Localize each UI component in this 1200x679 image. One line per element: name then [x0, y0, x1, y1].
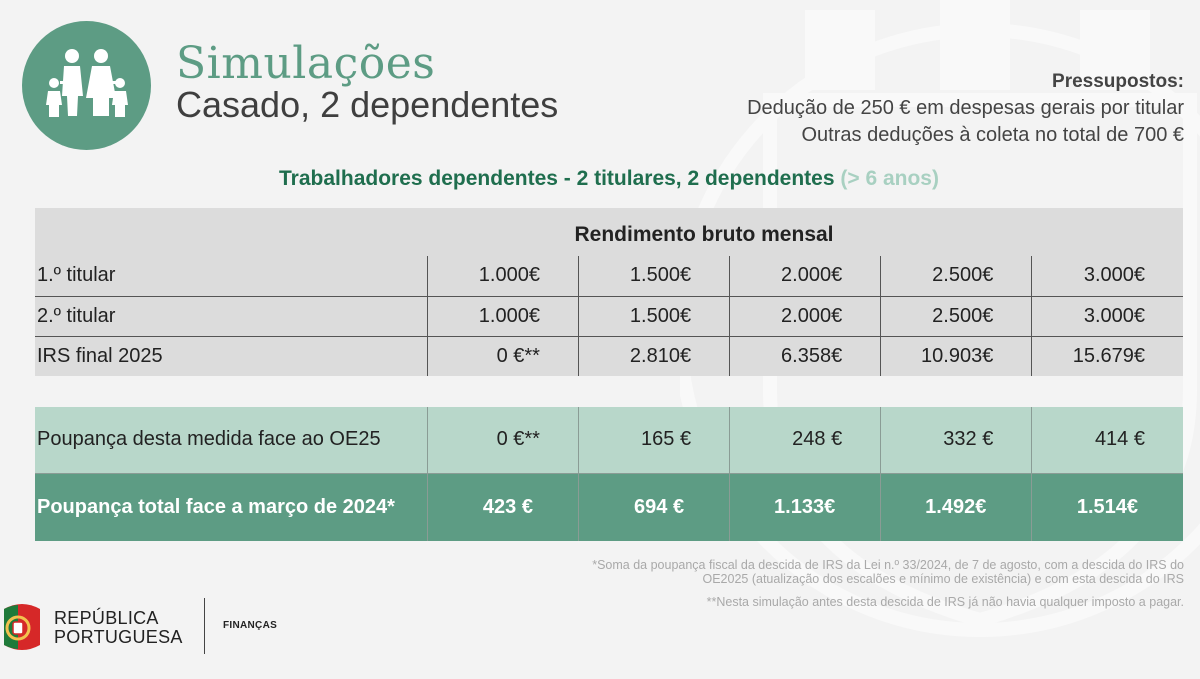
table-cell: 1.500€ [577, 256, 730, 296]
page-title: Simulações [176, 38, 436, 89]
wordmark-line-1: REPÚBLICA [54, 608, 159, 628]
table-cell: 1.000€ [426, 295, 579, 336]
table-cell: 2.500€ [880, 295, 1032, 336]
table-cell: 1.133€ [729, 472, 881, 541]
row-label: Poupança total face a março de 2024* [35, 472, 428, 541]
ministry-label: FINANÇAS [223, 620, 278, 631]
row-label: 2.º titular [35, 295, 428, 336]
assumption-line: Outras deduções à coleta no total de 700… [801, 124, 1185, 146]
assumptions-box: Pressupostos: Dedução de 250 € em despes… [747, 68, 1184, 149]
table-row: 1.º titular 1.000€ 1.500€ 2.000€ 2.500€ … [35, 256, 1183, 296]
row-label: 1.º titular [37, 264, 116, 287]
table-cell: 694 € [577, 472, 730, 541]
table-cell: 2.000€ [729, 256, 881, 296]
republic-flag-logo-icon [4, 604, 40, 650]
table-cell: 2.500€ [880, 256, 1032, 296]
table-row: IRS final 2025 0 €** 2.810€ 6.358€ 10.90… [35, 335, 1183, 376]
family-badge [22, 21, 151, 150]
assumptions-heading: Pressupostos: [1052, 71, 1184, 92]
table-cell: 423 € [426, 472, 579, 541]
savings-table: Poupança desta medida face ao OE25 0 €**… [35, 407, 1183, 541]
table-cell: 332 € [880, 407, 1032, 473]
table-cell: 1.000€ [426, 256, 579, 296]
table-cell: 0 €** [426, 335, 579, 376]
table-cell: 1.514€ [1031, 472, 1183, 541]
table-cell: 3.000€ [1031, 295, 1183, 336]
footnote-1: *Soma da poupança fiscal da descida de I… [592, 558, 1184, 586]
section-title-note: (> 6 anos) [840, 167, 939, 190]
table-cell: 2.810€ [577, 335, 730, 376]
table-cell: 0 €** [426, 407, 579, 473]
table-cell: 10.903€ [880, 335, 1032, 376]
table-row: Poupança total face a março de 2024* 423… [35, 472, 1183, 541]
table-cell: 2.000€ [729, 295, 881, 336]
table-header: Rendimento bruto mensal [574, 223, 834, 246]
table-row: 2.º titular 1.000€ 1.500€ 2.000€ 2.500€ … [35, 295, 1183, 336]
table-cell: 1.492€ [880, 472, 1032, 541]
table-cell: 248 € [729, 407, 881, 473]
logo-divider [204, 598, 205, 654]
family-icon [46, 49, 128, 117]
table-cell: 165 € [577, 407, 730, 473]
section-title: Trabalhadores dependentes - 2 titulares,… [0, 167, 1200, 191]
table-cell: 3.000€ [1031, 256, 1183, 296]
row-label: Poupança desta medida face ao OE25 [35, 407, 428, 473]
table-row: Poupança desta medida face ao OE25 0 €**… [35, 407, 1183, 473]
footnote-2: **Nesta simulação antes desta descida de… [706, 595, 1184, 609]
row-label: IRS final 2025 [35, 335, 428, 376]
table-cell: 414 € [1031, 407, 1183, 473]
table-cell: 15.679€ [1031, 335, 1183, 376]
table-cell: 6.358€ [729, 335, 881, 376]
republic-wordmark: REPÚBLICA PORTUGUESA [54, 609, 183, 647]
income-table: Rendimento bruto mensal 1.º titular 1.00… [35, 208, 1183, 376]
table-cell: 1.500€ [577, 295, 730, 336]
page-subtitle: Casado, 2 dependentes [176, 84, 559, 125]
section-title-text: Trabalhadores dependentes - 2 titulares,… [279, 167, 835, 190]
assumption-line: Dedução de 250 € em despesas gerais por … [747, 97, 1184, 119]
wordmark-line-2: PORTUGUESA [54, 627, 183, 647]
